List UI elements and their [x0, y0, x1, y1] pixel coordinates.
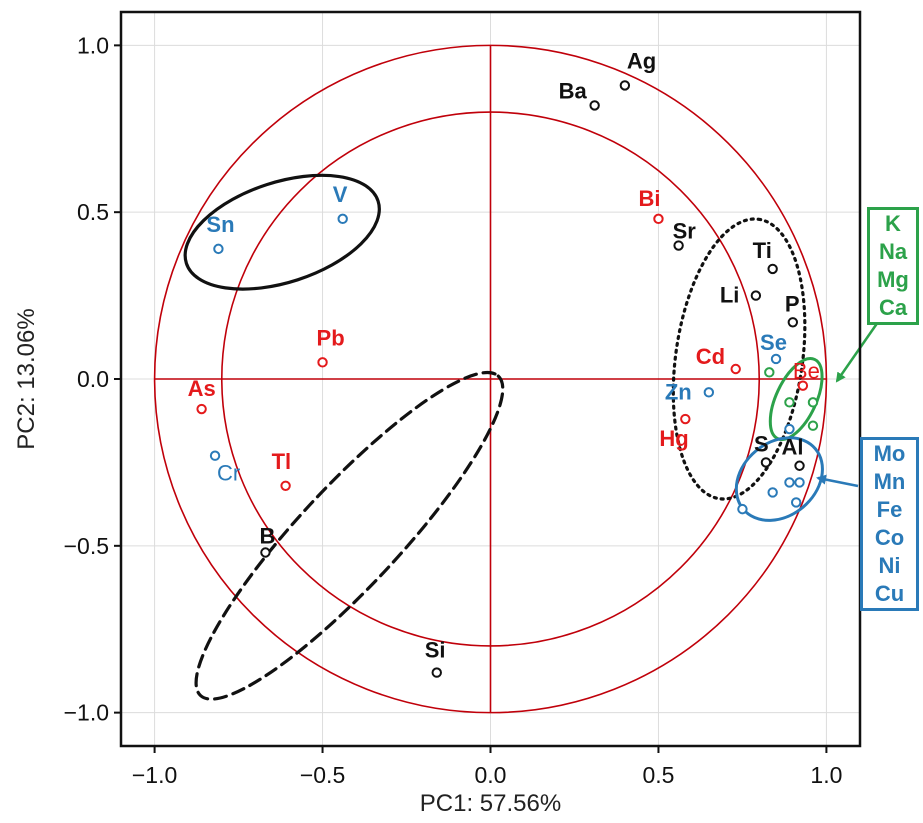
- point-marker-ag: [619, 80, 631, 91]
- point-label-cd: Cd: [696, 344, 725, 369]
- y-tick-label: 0.0: [77, 366, 109, 392]
- point-label-tl: Tl: [272, 449, 292, 474]
- y-tick-label: −0.5: [64, 533, 109, 559]
- point-marker-s: [760, 457, 772, 468]
- cluster-dotted: [671, 217, 807, 501]
- cluster-ellipses: [183, 173, 824, 701]
- point-marker: [807, 397, 819, 408]
- legend-item-mo: Mo: [873, 441, 906, 466]
- point-label-v: V: [333, 182, 348, 207]
- y-tick-label: 1.0: [77, 32, 109, 58]
- point-marker-zn: [703, 387, 715, 398]
- point-marker: [784, 397, 795, 408]
- x-tick-label: 0.5: [642, 762, 674, 788]
- data-points: Ag Ba Bi Sr Ti Li P Se Cd Be Zn Hg S Al Sn V Pb As Cr Tl B Si: [188, 48, 820, 678]
- point-label-ti: Ti: [753, 238, 772, 263]
- point-marker-be: [797, 380, 809, 391]
- point-marker-si: [431, 667, 442, 678]
- point-label-b: B: [259, 523, 275, 548]
- point-marker-sn: [213, 243, 224, 255]
- point-label-ag: Ag: [627, 48, 656, 73]
- cluster-sn-v: [183, 173, 381, 291]
- x-tick-label: 0.0: [475, 762, 507, 788]
- legend-item-na: Na: [878, 239, 908, 264]
- point-marker-ba: [589, 100, 600, 111]
- point-marker: [764, 367, 775, 378]
- legend-item-mn: Mn: [873, 469, 906, 494]
- legend-item-k: K: [885, 211, 901, 236]
- point-marker: [794, 477, 805, 488]
- point-label-s: S: [754, 431, 769, 456]
- point-label-p: P: [785, 291, 800, 316]
- point-label-sr: Sr: [673, 219, 697, 244]
- group-arrows: [816, 321, 880, 488]
- legend-item-mg: Mg: [877, 267, 909, 292]
- legend-group-green: K Na Mg Ca: [867, 207, 919, 325]
- legend-item-ni: Ni: [878, 553, 901, 578]
- point-marker-ti: [767, 263, 778, 275]
- point-marker-cd: [730, 363, 741, 375]
- y-axis-label: PC2: 13.06%: [13, 308, 40, 449]
- legend-item-cu: Cu: [874, 581, 905, 606]
- point-marker-bi: [653, 213, 664, 225]
- point-marker: [807, 420, 819, 431]
- x-tick-label: −1.0: [132, 762, 177, 788]
- axis-ticks: −1.0 −0.5 0.0 0.5 1.0 −1.0 −0.5 0.0 0.5 1.0: [64, 32, 843, 788]
- x-tick-label: −0.5: [300, 762, 345, 788]
- point-label-ba: Ba: [559, 78, 588, 103]
- point-label-as: As: [188, 376, 216, 401]
- zero-axes: [154, 45, 827, 713]
- legend-item-ca: Ca: [878, 295, 908, 320]
- x-tick-label: 1.0: [810, 762, 842, 788]
- point-marker: [784, 477, 795, 488]
- point-marker: [790, 497, 802, 508]
- y-tick-label: −1.0: [64, 700, 109, 726]
- legend-item-fe: Fe: [876, 497, 903, 522]
- point-marker-cr: [209, 450, 221, 461]
- point-label-hg: Hg: [659, 426, 688, 451]
- point-marker: [737, 503, 748, 515]
- point-marker-pb: [317, 357, 328, 368]
- point-label-be: Be: [793, 359, 820, 384]
- point-label-si: Si: [425, 638, 446, 663]
- point-marker-se: [770, 353, 782, 365]
- point-label-zn: Zn: [665, 379, 692, 404]
- legend-group-blue: Mo Mn Fe Co Ni Cu: [860, 437, 919, 611]
- point-marker-sr: [673, 240, 684, 251]
- point-label-bi: Bi: [638, 186, 660, 211]
- x-axis-label: PC1: 57.56%: [420, 790, 561, 817]
- cluster-as-si: [194, 370, 505, 701]
- point-marker: [767, 487, 778, 498]
- arrow-green: [835, 321, 880, 383]
- y-tick-label: 0.5: [77, 199, 109, 225]
- arrow-blue: [816, 474, 859, 488]
- point-marker-v: [337, 213, 348, 225]
- point-marker-p: [787, 317, 799, 328]
- point-marker-as: [196, 403, 207, 415]
- point-marker-b: [260, 547, 271, 558]
- point-marker: [784, 423, 795, 435]
- point-label-cr: Cr: [217, 461, 240, 486]
- point-label-sn: Sn: [206, 212, 234, 237]
- point-label-li: Li: [720, 283, 740, 308]
- legend-item-co: Co: [874, 525, 905, 550]
- point-label-al: Al: [782, 435, 804, 460]
- point-label-pb: Pb: [317, 325, 345, 350]
- point-marker-al: [794, 460, 805, 471]
- point-marker-tl: [280, 480, 291, 491]
- point-marker-hg: [680, 413, 691, 425]
- point-marker-li: [750, 290, 762, 301]
- point-label-se: Se: [760, 330, 787, 355]
